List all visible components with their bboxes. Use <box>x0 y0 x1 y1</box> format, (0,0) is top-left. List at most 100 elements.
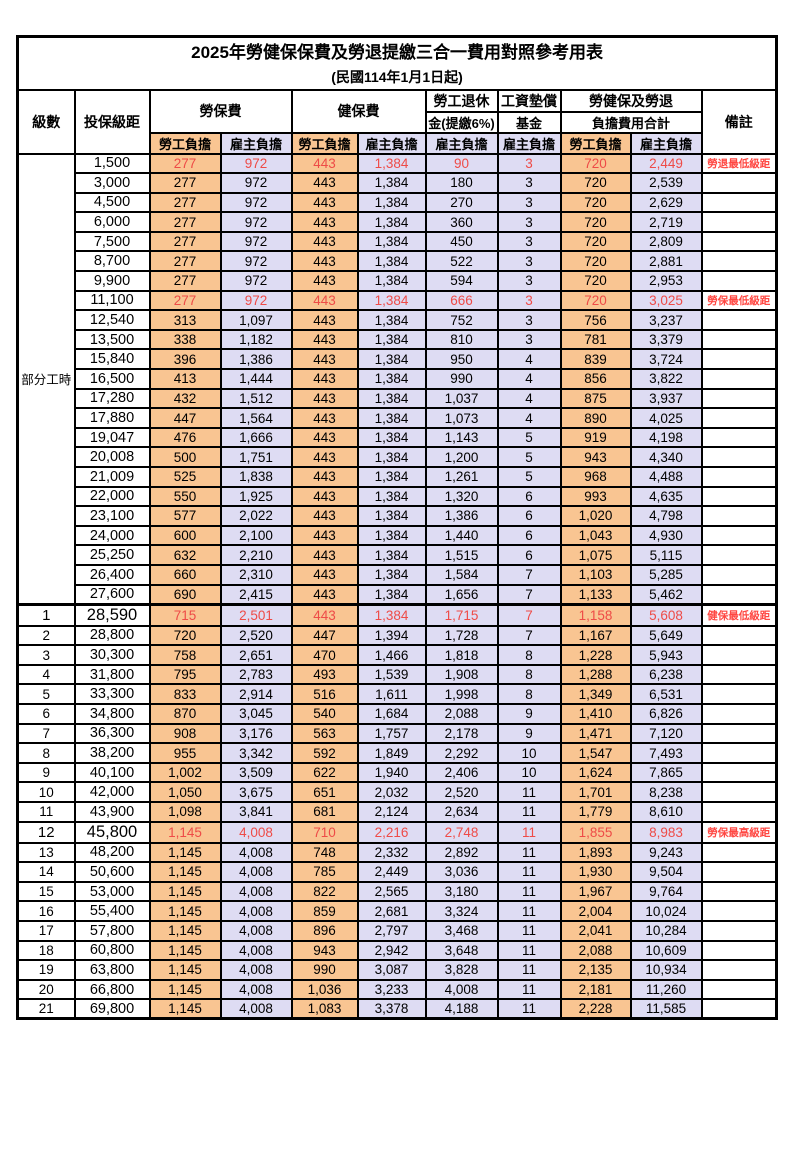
fund-employer-cell: 11 <box>496 959 562 981</box>
health-employee-cell: 443 <box>290 309 359 331</box>
note-cell <box>700 446 778 468</box>
fund-employer-cell: 8 <box>496 683 562 706</box>
pension-employer-cell: 1,261 <box>424 466 499 488</box>
labor-employer-cell: 3,675 <box>219 781 293 803</box>
total-employee-cell: 943 <box>559 446 632 468</box>
note-cell <box>700 309 778 331</box>
header-pension-employer: 雇主負擔 <box>424 131 499 155</box>
labor-employer-cell: 3,342 <box>219 742 293 764</box>
note-cell <box>700 230 778 253</box>
total-employer-cell: 11,260 <box>629 978 703 1001</box>
pension-employer-cell: 2,892 <box>424 841 499 864</box>
pension-employer-cell: 1,818 <box>424 644 499 666</box>
labor-employer-cell: 2,501 <box>219 602 293 627</box>
pension-employer-cell: 990 <box>424 368 499 390</box>
labor-employer-cell: 3,045 <box>219 703 293 725</box>
pension-employer-cell: 810 <box>424 328 499 351</box>
total-employer-cell: 3,237 <box>629 309 703 331</box>
fund-employer-cell: 5 <box>496 446 562 468</box>
bracket-cell: 13,500 <box>73 328 151 351</box>
table-row: 14 50,600 1,145 4,008 785 2,449 3,036 11 1,930 9,… <box>16 861 778 883</box>
table-row: 6 34,800 870 3,045 540 1,684 2,088 9 1,410 6,826 <box>16 703 778 725</box>
note-cell <box>700 211 778 233</box>
total-employer-cell: 10,609 <box>629 939 703 962</box>
pension-employer-cell: 270 <box>424 191 499 214</box>
fund-employer-cell: 3 <box>496 309 562 331</box>
table-row: 9 40,100 1,002 3,509 622 1,940 2,406 10 1,624 7,8… <box>16 761 778 784</box>
fund-employer-cell: 9 <box>496 703 562 725</box>
total-employer-cell: 3,379 <box>629 328 703 351</box>
bracket-cell: 38,200 <box>73 742 151 764</box>
total-employer-cell: 2,629 <box>629 191 703 214</box>
table-row: 8,700 277 972 443 1,384 522 3 720 2,881 <box>18 250 778 273</box>
fund-employer-cell: 3 <box>496 270 562 292</box>
total-employer-cell: 2,539 <box>629 172 703 194</box>
health-employee-cell: 943 <box>290 939 359 962</box>
header-row-2: 金(提繳6%) 基金 負擔費用合計 <box>18 110 777 134</box>
health-employer-cell: 1,384 <box>356 172 427 194</box>
note-cell <box>700 841 778 864</box>
fund-employer-cell: 9 <box>496 722 562 745</box>
total-employer-cell: 8,610 <box>629 801 703 823</box>
table-row: 19,047 476 1,666 443 1,384 1,143 5 919 4,198 <box>18 426 778 449</box>
health-employer-cell: 1,384 <box>356 505 427 527</box>
labor-employee-cell: 1,145 <box>148 861 222 883</box>
total-employer-cell: 4,635 <box>629 485 703 508</box>
fund-employer-cell: 6 <box>496 544 562 566</box>
header-note: 備註 <box>700 88 778 155</box>
bracket-cell: 66,800 <box>73 978 151 1001</box>
bracket-cell: 11,100 <box>73 289 151 312</box>
header-fund-employer: 雇主負擔 <box>496 131 562 155</box>
total-employee-cell: 993 <box>559 485 632 508</box>
total-employee-cell: 756 <box>559 309 632 331</box>
table-row: 22,000 550 1,925 443 1,384 1,320 6 993 4,635 <box>18 485 778 508</box>
health-employee-cell: 990 <box>290 959 359 981</box>
health-employee-cell: 443 <box>290 387 359 410</box>
labor-employer-cell: 1,838 <box>219 466 293 488</box>
total-employer-cell: 7,493 <box>629 742 703 764</box>
level-cell: 2 <box>16 624 76 647</box>
pension-employer-cell: 1,143 <box>424 426 499 449</box>
labor-employer-cell: 2,415 <box>219 583 293 606</box>
bracket-cell: 27,600 <box>73 583 151 606</box>
total-employer-cell: 10,284 <box>629 919 703 942</box>
note-cell <box>700 505 778 527</box>
health-employee-cell: 1,083 <box>290 998 359 1020</box>
table-row: 12,540 313 1,097 443 1,384 752 3 756 3,237 <box>18 309 778 331</box>
note-cell <box>700 524 778 547</box>
total-employee-cell: 875 <box>559 387 632 410</box>
labor-employee-cell: 758 <box>148 644 222 666</box>
total-employee-cell: 968 <box>559 466 632 488</box>
total-employer-cell: 2,881 <box>629 250 703 273</box>
fund-employer-cell: 6 <box>496 524 562 547</box>
bracket-cell: 42,000 <box>73 781 151 803</box>
fund-employer-cell: 10 <box>496 742 562 764</box>
total-employee-cell: 1,020 <box>559 505 632 527</box>
note-cell <box>700 191 778 214</box>
fund-employer-cell: 11 <box>496 880 562 903</box>
note-cell <box>700 781 778 803</box>
pension-employer-cell: 1,584 <box>424 563 499 586</box>
labor-employee-cell: 313 <box>148 309 222 331</box>
bracket-cell: 60,800 <box>73 939 151 962</box>
health-employee-cell: 443 <box>290 446 359 468</box>
total-employee-cell: 781 <box>559 328 632 351</box>
labor-employer-cell: 2,651 <box>219 644 293 666</box>
bracket-cell: 21,009 <box>73 466 151 488</box>
note-cell <box>700 761 778 784</box>
health-employee-cell: 443 <box>290 505 359 527</box>
total-employer-cell: 7,120 <box>629 722 703 745</box>
fund-employer-cell: 6 <box>496 505 562 527</box>
fund-employer-cell: 6 <box>496 485 562 508</box>
table-body: 部分工時 1,500 277 972 443 1,384 90 3 720 2,449 勞退最低級距… <box>16 152 778 1020</box>
total-employee-cell: 2,004 <box>559 900 632 922</box>
health-employee-cell: 443 <box>290 172 359 194</box>
total-employer-cell: 9,243 <box>629 841 703 864</box>
health-employee-cell: 443 <box>290 466 359 488</box>
level-cell: 5 <box>16 683 76 706</box>
total-employer-cell: 5,608 <box>629 602 703 627</box>
labor-employer-cell: 972 <box>219 289 293 312</box>
pension-employer-cell: 3,036 <box>424 861 499 883</box>
labor-employer-cell: 972 <box>219 211 293 233</box>
health-employer-cell: 2,681 <box>356 900 427 922</box>
